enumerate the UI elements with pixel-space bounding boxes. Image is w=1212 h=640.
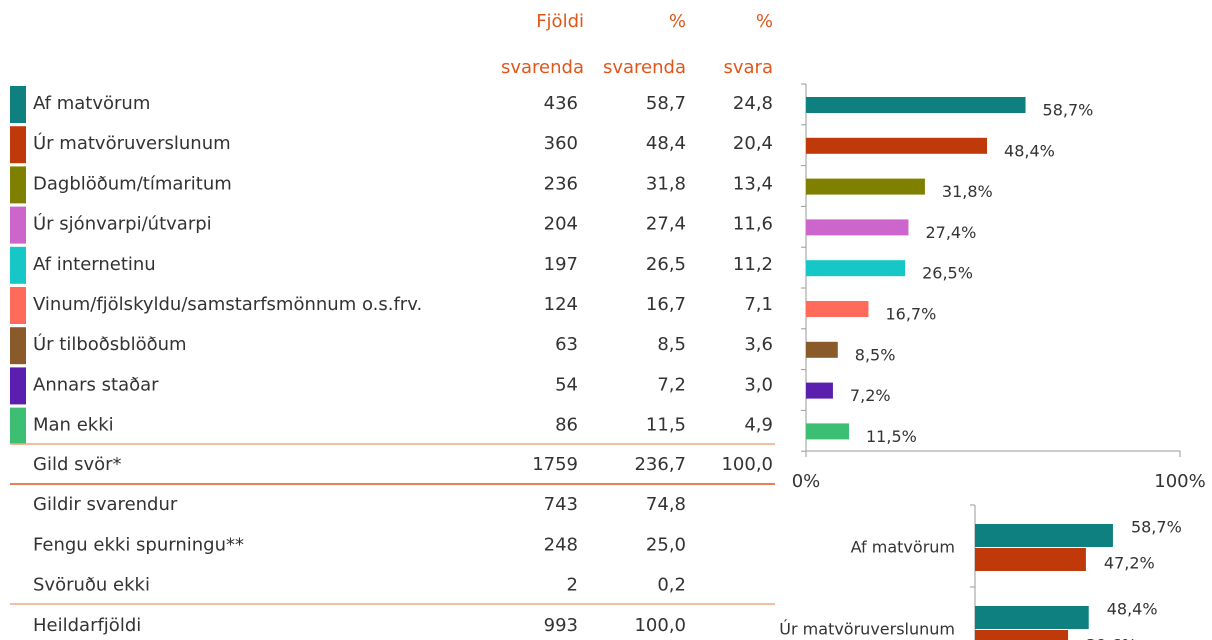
data-label: 16,7% bbox=[885, 305, 936, 324]
cell-number: 236 bbox=[544, 173, 578, 194]
bar bbox=[806, 260, 906, 277]
data-label: 11,5% bbox=[866, 427, 917, 446]
data-label: 8,5% bbox=[855, 345, 896, 364]
data-label: 7,2% bbox=[850, 386, 891, 405]
cell-number: 3,6 bbox=[744, 334, 773, 355]
cell-number: 100,0 bbox=[721, 454, 773, 475]
row-label: Heildarfjöldi bbox=[33, 615, 141, 636]
cell-number: 2 bbox=[567, 575, 578, 596]
cell-number: 48,4 bbox=[646, 133, 686, 154]
cell-number: 11,5 bbox=[646, 415, 686, 436]
cell-number: 4,9 bbox=[744, 415, 773, 436]
cell-number: 54 bbox=[555, 374, 578, 395]
cell-number: 204 bbox=[544, 214, 578, 235]
cell-number: 743 bbox=[544, 494, 578, 515]
cell-number: 13,4 bbox=[733, 173, 773, 194]
row-swatch bbox=[10, 327, 26, 365]
column-header: svara bbox=[724, 57, 774, 78]
column-header: svarenda bbox=[501, 57, 584, 78]
bar bbox=[806, 137, 988, 154]
cell-number: 0,2 bbox=[657, 575, 686, 596]
bar bbox=[806, 423, 850, 440]
row-label: Fengu ekki spurningu** bbox=[33, 534, 244, 555]
bar bbox=[975, 524, 1113, 547]
cell-number: 11,2 bbox=[733, 254, 773, 275]
cell-number: 7,1 bbox=[744, 294, 773, 315]
row-label: Man ekki bbox=[33, 415, 114, 436]
cell-number: 360 bbox=[544, 133, 578, 154]
cell-number: 436 bbox=[544, 93, 578, 114]
data-label: 58,7% bbox=[1131, 518, 1182, 537]
row-label: Úr matvöruverslunum bbox=[33, 132, 231, 154]
cell-number: 1759 bbox=[532, 454, 578, 475]
data-label: 31,8% bbox=[942, 182, 993, 201]
row-label: Gildir svarendur bbox=[33, 494, 178, 515]
cell-number: 27,4 bbox=[646, 214, 686, 235]
data-label: 26,5% bbox=[922, 264, 973, 283]
data-label: 48,4% bbox=[1107, 600, 1158, 619]
bar bbox=[975, 606, 1089, 629]
column-header: % bbox=[669, 11, 686, 32]
row-swatch bbox=[10, 407, 26, 445]
cell-number: 248 bbox=[544, 534, 578, 555]
column-header: % bbox=[756, 11, 773, 32]
x-tick-label: 0% bbox=[792, 471, 821, 492]
cell-number: 8,5 bbox=[657, 334, 686, 355]
cell-number: 74,8 bbox=[646, 494, 686, 515]
cell-number: 24,8 bbox=[733, 93, 773, 114]
cell-number: 16,7 bbox=[646, 294, 686, 315]
data-label: 47,2% bbox=[1104, 554, 1155, 573]
cell-number: 58,7 bbox=[646, 93, 686, 114]
cell-number: 100,0 bbox=[634, 615, 686, 636]
bar bbox=[806, 382, 833, 399]
row-swatch bbox=[10, 126, 26, 164]
cell-number: 11,6 bbox=[733, 214, 773, 235]
cell-number: 31,8 bbox=[646, 173, 686, 194]
data-label: 39,6% bbox=[1086, 636, 1137, 640]
cell-number: 7,2 bbox=[657, 374, 686, 395]
category-label: Úr matvöruverslunum bbox=[779, 620, 955, 639]
row-label: Af internetinu bbox=[33, 254, 156, 275]
cell-number: 993 bbox=[544, 615, 578, 636]
row-swatch bbox=[10, 287, 26, 324]
row-label: Annars staðar bbox=[33, 374, 159, 395]
row-swatch bbox=[10, 206, 26, 244]
row-label: Gild svör* bbox=[33, 454, 122, 475]
cell-number: 20,4 bbox=[733, 133, 773, 154]
row-swatch bbox=[10, 86, 26, 123]
bar bbox=[806, 301, 869, 317]
cell-number: 3,0 bbox=[744, 374, 773, 395]
row-label: Af matvörum bbox=[33, 93, 150, 114]
x-tick-label: 100% bbox=[1154, 471, 1205, 492]
category-label: Af matvörum bbox=[851, 538, 955, 557]
cell-number: 86 bbox=[555, 415, 578, 436]
row-label: Dagblöðum/tímaritum bbox=[33, 173, 232, 194]
row-swatch bbox=[10, 246, 26, 284]
data-label: 27,4% bbox=[925, 223, 976, 242]
row-label: Svöruðu ekki bbox=[33, 575, 150, 596]
cell-number: 124 bbox=[544, 294, 578, 315]
column-header: svarenda bbox=[603, 57, 686, 78]
data-label: 48,4% bbox=[1004, 141, 1055, 160]
cell-number: 236,7 bbox=[634, 454, 686, 475]
bar bbox=[975, 548, 1086, 571]
cell-number: 63 bbox=[555, 334, 578, 355]
bar bbox=[806, 97, 1026, 113]
cell-number: 25,0 bbox=[646, 534, 686, 555]
bar bbox=[806, 341, 838, 358]
row-label: Vinum/fjölskyldu/samstarfsmönnum o.s.frv… bbox=[33, 294, 422, 315]
cell-number: 26,5 bbox=[646, 254, 686, 275]
data-label: 58,7% bbox=[1043, 101, 1094, 120]
bar bbox=[806, 219, 909, 236]
row-swatch bbox=[10, 166, 26, 204]
row-swatch bbox=[10, 367, 26, 405]
bar bbox=[806, 178, 925, 195]
row-label: Úr tilboðsblöðum bbox=[33, 333, 187, 355]
column-header: Fjöldi bbox=[536, 11, 584, 32]
cell-number: 197 bbox=[544, 254, 578, 275]
row-label: Úr sjónvarpi/útvarpi bbox=[33, 213, 212, 235]
bar bbox=[975, 630, 1069, 640]
